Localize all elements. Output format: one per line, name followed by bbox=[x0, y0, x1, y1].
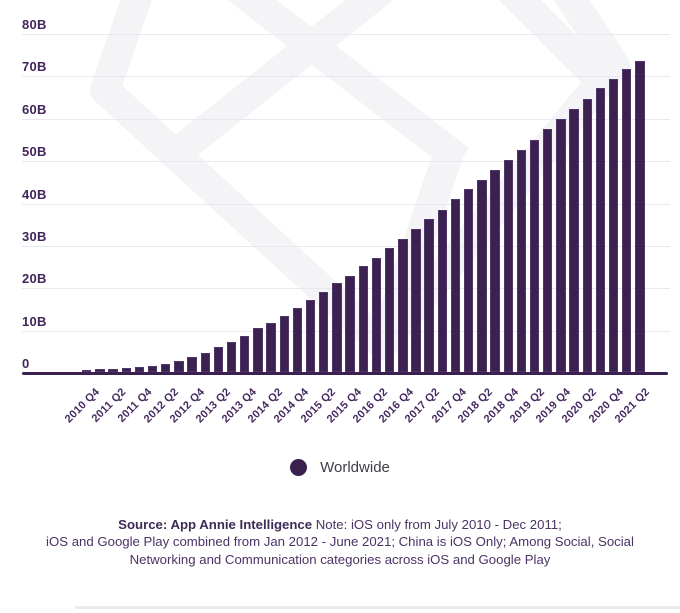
bar-2012-Q4[interactable] bbox=[187, 356, 197, 372]
bar-2020-Q4[interactable] bbox=[608, 78, 619, 372]
bar-2013-Q1[interactable] bbox=[200, 352, 210, 372]
bar-2012-Q3[interactable] bbox=[174, 360, 184, 372]
y-tick-label-10B: 10B bbox=[22, 313, 47, 329]
y-tick-label-50B: 50B bbox=[22, 144, 47, 160]
bar-2018-Q4[interactable] bbox=[503, 160, 513, 372]
bar-2014-Q1[interactable] bbox=[253, 328, 263, 372]
bar-2018-Q1[interactable] bbox=[463, 189, 474, 372]
bar-2017-Q3[interactable] bbox=[437, 210, 448, 372]
gridline-40B bbox=[22, 203, 670, 205]
bar-2015-Q4[interactable] bbox=[345, 276, 355, 372]
bar-2019-Q1[interactable] bbox=[516, 149, 527, 372]
bar-series-worldwide bbox=[82, 33, 645, 372]
source-line: Source: App Annie Intelligence Note: iOS… bbox=[90, 516, 590, 533]
bar-2019-Q2[interactable] bbox=[529, 139, 540, 372]
gridline-70B bbox=[22, 76, 670, 78]
bar-2021-Q2[interactable] bbox=[635, 60, 645, 372]
bar-2013-Q4[interactable] bbox=[240, 335, 250, 372]
y-tick-label-40B: 40B bbox=[22, 186, 47, 202]
bar-2015-Q3[interactable] bbox=[332, 283, 342, 372]
bar-2017-Q1[interactable] bbox=[411, 228, 421, 372]
bar-2020-Q3[interactable] bbox=[595, 88, 606, 372]
bar-2019-Q3[interactable] bbox=[543, 128, 553, 372]
source-note-part2: iOS and Google Play combined from Jan 20… bbox=[46, 534, 634, 567]
bar-2016-Q2[interactable] bbox=[371, 257, 382, 372]
bar-2012-Q2[interactable] bbox=[161, 363, 171, 372]
bar-2013-Q2[interactable] bbox=[213, 347, 224, 372]
bar-2012-Q1[interactable] bbox=[147, 365, 158, 372]
y-tick-label-20B: 20B bbox=[22, 271, 47, 287]
bar-2015-Q1[interactable] bbox=[305, 299, 316, 372]
bar-2016-Q4[interactable] bbox=[398, 238, 408, 372]
bar-2020-Q2[interactable] bbox=[582, 98, 592, 372]
source-note-part1: Note: iOS only from July 2010 - Dec 2011… bbox=[312, 517, 562, 532]
gridline-30B bbox=[22, 245, 670, 247]
bar-2014-Q2[interactable] bbox=[266, 323, 276, 372]
source-note: Source: App Annie Intelligence Note: iOS… bbox=[0, 516, 680, 568]
legend-swatch-worldwide-icon bbox=[290, 459, 308, 476]
bar-2016-Q3[interactable] bbox=[384, 247, 395, 372]
bar-2017-Q4[interactable] bbox=[450, 199, 461, 372]
y-tick-label-80B: 80B bbox=[22, 17, 47, 32]
bar-2019-Q4[interactable] bbox=[556, 119, 566, 372]
gridline-50B bbox=[22, 161, 670, 163]
bar-2021-Q1[interactable] bbox=[622, 69, 632, 372]
gridline-80B bbox=[22, 34, 670, 35]
bar-2020-Q1[interactable] bbox=[569, 109, 579, 372]
bottom-divider bbox=[75, 606, 680, 609]
y-tick-label-30B: 30B bbox=[22, 228, 47, 244]
bar-2015-Q2[interactable] bbox=[319, 291, 329, 372]
bar-2018-Q2[interactable] bbox=[477, 180, 487, 372]
bar-2010-Q4[interactable] bbox=[82, 370, 92, 372]
bar-2011-Q3[interactable] bbox=[121, 367, 131, 372]
chart-legend[interactable]: Worldwide bbox=[0, 459, 680, 476]
bar-2014-Q4[interactable] bbox=[292, 307, 303, 372]
bar-2011-Q4[interactable] bbox=[134, 366, 145, 372]
x-axis-line bbox=[22, 371, 668, 375]
source-attribution: Source: App Annie Intelligence bbox=[118, 517, 313, 532]
legend-label-worldwide: Worldwide bbox=[320, 459, 390, 476]
bar-2016-Q1[interactable] bbox=[358, 266, 368, 372]
y-tick-label-70B: 70B bbox=[22, 59, 47, 75]
bar-2013-Q3[interactable] bbox=[226, 342, 237, 372]
bar-2011-Q1[interactable] bbox=[95, 369, 105, 372]
bar-2011-Q2[interactable] bbox=[108, 368, 118, 372]
bar-2018-Q3[interactable] bbox=[490, 170, 500, 372]
y-tick-label-0: 0 bbox=[22, 356, 30, 371]
y-tick-label-60B: 60B bbox=[22, 101, 47, 117]
gridline-60B bbox=[22, 118, 670, 120]
bar-2017-Q2[interactable] bbox=[424, 219, 434, 372]
bar-2014-Q3[interactable] bbox=[279, 316, 289, 372]
